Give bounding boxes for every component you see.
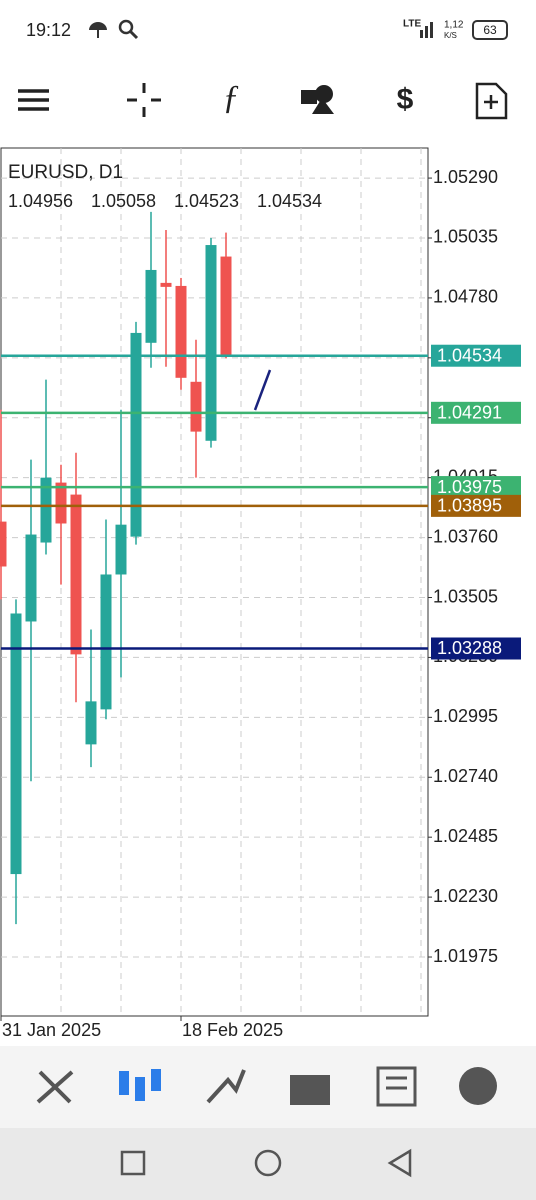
candle-body bbox=[70, 494, 82, 655]
y-tick-label: 1.02485 bbox=[433, 826, 498, 846]
price-level-label: 1.03975 bbox=[437, 477, 502, 497]
status-time: 19:12 bbox=[26, 20, 71, 40]
price-level-tag bbox=[431, 494, 521, 517]
y-tick-label: 1.02740 bbox=[433, 766, 498, 786]
system-nav bbox=[0, 1128, 536, 1200]
ohlc-value: 1.04534 bbox=[257, 191, 322, 211]
recents-button[interactable] bbox=[120, 1150, 146, 1176]
status-network: LTE bbox=[403, 19, 421, 30]
ohlc-value: 1.05058 bbox=[91, 191, 156, 211]
quotes-tab[interactable] bbox=[36, 1070, 74, 1104]
candle-body bbox=[190, 381, 202, 432]
status-speed: 1,12 bbox=[444, 20, 464, 31]
candle-body bbox=[25, 534, 37, 622]
plot-area bbox=[0, 148, 428, 1016]
status-speed-unit: K/S bbox=[444, 31, 457, 40]
tab-bar bbox=[0, 1046, 536, 1128]
price-level-tag bbox=[431, 476, 521, 499]
price-level-label: 1.04291 bbox=[437, 403, 502, 423]
chart-title: EURUSD, D1 bbox=[8, 162, 123, 183]
x-tick-label: 18 Feb 2025 bbox=[182, 1020, 283, 1040]
menu-button[interactable] bbox=[18, 89, 49, 111]
objects-button[interactable] bbox=[301, 85, 334, 114]
y-tick-label: 1.03505 bbox=[433, 586, 498, 606]
candle-body bbox=[85, 701, 97, 745]
y-tick-label: 1.05290 bbox=[433, 167, 498, 187]
home-button[interactable] bbox=[254, 1149, 282, 1177]
candle-body bbox=[55, 482, 67, 524]
system-buttons bbox=[120, 1148, 412, 1178]
y-tick-label: 1.02995 bbox=[433, 706, 498, 726]
price-level-tag bbox=[431, 401, 521, 424]
price-level-tag bbox=[431, 344, 521, 367]
candle-body bbox=[0, 521, 7, 567]
new-order-button[interactable] bbox=[475, 82, 508, 120]
status-icons bbox=[89, 19, 508, 40]
chart-tab[interactable] bbox=[119, 1069, 161, 1101]
y-tick-label: 1.01975 bbox=[433, 946, 498, 966]
price-level-label: 1.04534 bbox=[437, 345, 502, 365]
toolbar: ƒ $ bbox=[18, 79, 508, 120]
candle-body bbox=[130, 332, 142, 537]
candle-body bbox=[220, 256, 232, 356]
tabs bbox=[36, 1066, 497, 1107]
history-tab[interactable] bbox=[290, 1075, 330, 1105]
candle-body bbox=[145, 269, 157, 343]
y-tick-label: 1.05035 bbox=[433, 227, 498, 247]
back-button[interactable] bbox=[387, 1148, 412, 1178]
candle-body bbox=[175, 285, 187, 378]
ohlc-header: 1.04956 1.05058 1.04523 1.04534 bbox=[8, 191, 322, 211]
price-level-label: 1.03895 bbox=[437, 496, 502, 516]
crosshair-button[interactable] bbox=[127, 83, 161, 117]
news-tab[interactable] bbox=[376, 1066, 417, 1107]
candle-body bbox=[10, 613, 22, 875]
ohlc-value: 1.04523 bbox=[174, 191, 239, 211]
svg-text:$: $ bbox=[397, 83, 414, 116]
trend-line bbox=[253, 369, 272, 411]
y-tick-label: 1.04780 bbox=[433, 287, 498, 307]
ohlc-value: 1.04956 bbox=[8, 191, 73, 211]
trade-tab[interactable] bbox=[206, 1069, 246, 1104]
candle-body bbox=[160, 282, 172, 287]
candle-body bbox=[40, 477, 52, 543]
price-level-tag bbox=[431, 637, 521, 660]
candle-body bbox=[100, 574, 112, 710]
price-level-label: 1.03288 bbox=[437, 638, 502, 658]
candle-body bbox=[205, 245, 217, 441]
chat-tab[interactable] bbox=[459, 1067, 497, 1105]
x-tick-label: 31 Jan 2025 bbox=[2, 1020, 101, 1040]
y-tick-label: 1.02230 bbox=[433, 886, 498, 906]
candle-body bbox=[115, 524, 127, 575]
status-battery: 63 bbox=[483, 23, 497, 37]
y-tick-label: 1.03760 bbox=[433, 526, 498, 546]
indicators-button[interactable]: ƒ bbox=[223, 79, 240, 116]
trade-button[interactable]: $ bbox=[397, 83, 414, 116]
